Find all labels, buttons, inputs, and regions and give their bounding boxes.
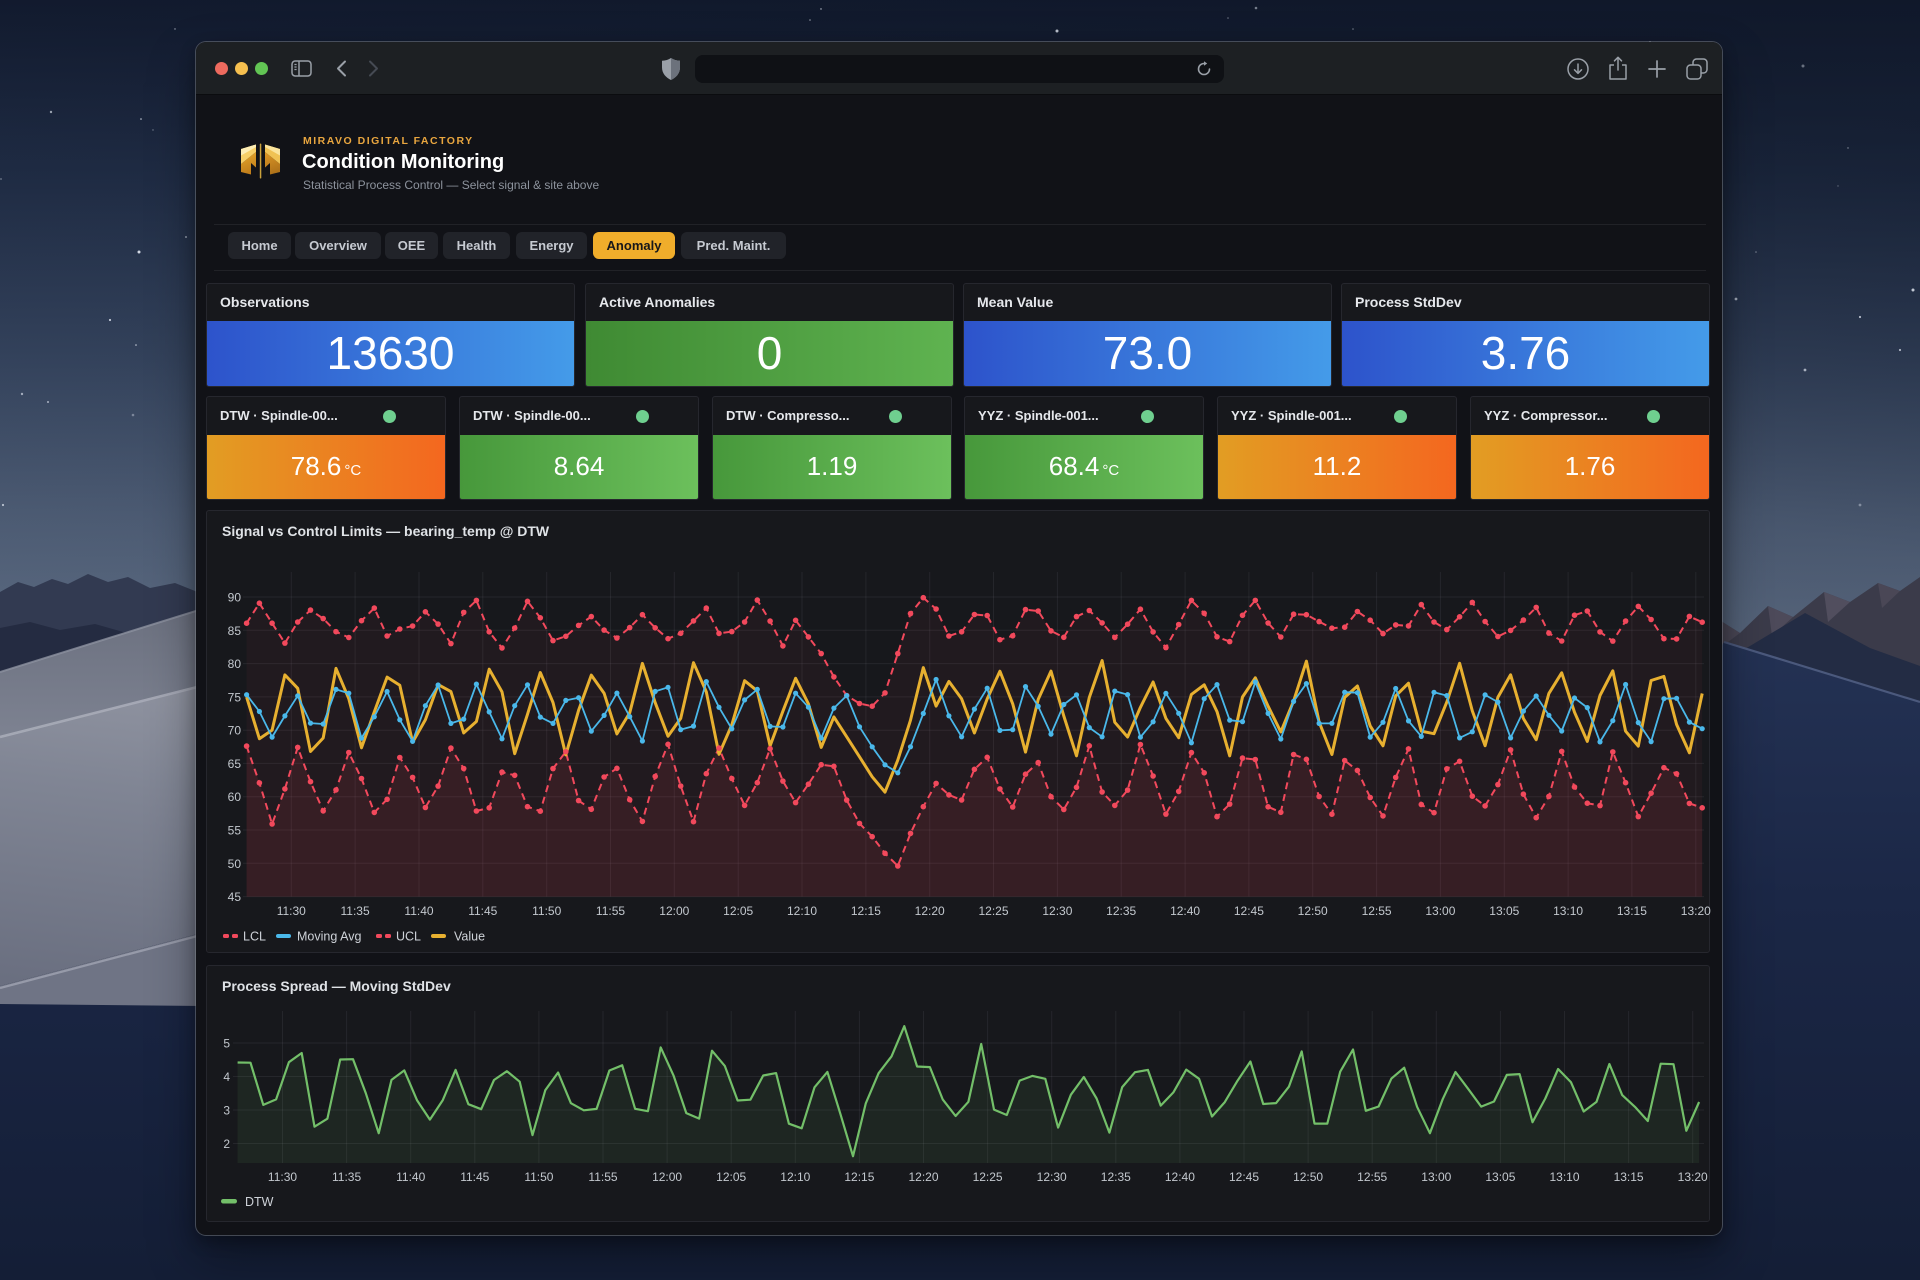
svg-text:12:40: 12:40 [1165, 1170, 1195, 1184]
svg-text:4: 4 [223, 1070, 230, 1084]
svg-text:13:15: 13:15 [1617, 904, 1647, 918]
svg-text:13:00: 13:00 [1421, 1170, 1451, 1184]
svg-text:12:10: 12:10 [780, 1170, 810, 1184]
svg-text:11:40: 11:40 [404, 904, 433, 918]
svg-text:11:55: 11:55 [596, 904, 625, 918]
svg-text:13:05: 13:05 [1489, 904, 1519, 918]
svg-text:12:15: 12:15 [844, 1170, 874, 1184]
svg-text:LCL: LCL [243, 930, 266, 944]
svg-text:11:50: 11:50 [532, 904, 561, 918]
svg-text:11:45: 11:45 [460, 1170, 489, 1184]
svg-text:12:15: 12:15 [851, 904, 881, 918]
svg-text:12:25: 12:25 [978, 904, 1008, 918]
svg-text:55: 55 [228, 824, 242, 838]
svg-text:11:30: 11:30 [277, 904, 306, 918]
svg-text:13:10: 13:10 [1553, 904, 1583, 918]
svg-text:13:10: 13:10 [1549, 1170, 1579, 1184]
svg-text:3: 3 [223, 1104, 230, 1118]
svg-text:DTW: DTW [245, 1195, 274, 1209]
svg-text:12:50: 12:50 [1298, 904, 1328, 918]
svg-text:12:40: 12:40 [1170, 904, 1200, 918]
svg-text:60: 60 [228, 790, 242, 804]
svg-text:45: 45 [228, 890, 242, 904]
svg-text:5: 5 [223, 1037, 230, 1051]
svg-text:12:00: 12:00 [652, 1170, 682, 1184]
svg-text:13:05: 13:05 [1485, 1170, 1515, 1184]
svg-text:11:50: 11:50 [524, 1170, 553, 1184]
svg-text:13:20: 13:20 [1681, 904, 1711, 918]
svg-text:12:35: 12:35 [1101, 1170, 1131, 1184]
svg-text:12:55: 12:55 [1362, 904, 1392, 918]
svg-text:12:05: 12:05 [723, 904, 753, 918]
svg-text:12:35: 12:35 [1106, 904, 1136, 918]
svg-text:12:45: 12:45 [1229, 1170, 1259, 1184]
svg-text:13:15: 13:15 [1614, 1170, 1644, 1184]
svg-text:12:10: 12:10 [787, 904, 817, 918]
svg-text:50: 50 [228, 857, 242, 871]
svg-text:2: 2 [223, 1137, 230, 1151]
svg-text:11:55: 11:55 [588, 1170, 617, 1184]
svg-text:12:20: 12:20 [908, 1170, 938, 1184]
svg-text:90: 90 [228, 591, 242, 605]
svg-text:11:45: 11:45 [468, 904, 497, 918]
svg-text:70: 70 [228, 724, 242, 738]
svg-text:12:00: 12:00 [659, 904, 689, 918]
svg-text:11:40: 11:40 [396, 1170, 425, 1184]
svg-text:12:50: 12:50 [1293, 1170, 1323, 1184]
svg-text:80: 80 [228, 657, 242, 671]
svg-text:Moving Avg: Moving Avg [297, 930, 361, 944]
svg-text:75: 75 [228, 690, 242, 704]
svg-text:12:25: 12:25 [973, 1170, 1003, 1184]
svg-text:12:45: 12:45 [1234, 904, 1264, 918]
svg-text:12:30: 12:30 [1037, 1170, 1067, 1184]
svg-text:65: 65 [228, 757, 242, 771]
svg-text:12:30: 12:30 [1042, 904, 1072, 918]
svg-text:UCL: UCL [396, 930, 421, 944]
svg-text:Value: Value [454, 930, 485, 944]
svg-text:11:35: 11:35 [341, 904, 370, 918]
svg-text:11:30: 11:30 [268, 1170, 297, 1184]
svg-text:12:05: 12:05 [716, 1170, 746, 1184]
svg-text:11:35: 11:35 [332, 1170, 361, 1184]
svg-text:12:55: 12:55 [1357, 1170, 1387, 1184]
svg-text:13:20: 13:20 [1678, 1170, 1708, 1184]
svg-text:85: 85 [228, 624, 242, 638]
svg-text:12:20: 12:20 [915, 904, 945, 918]
svg-text:13:00: 13:00 [1425, 904, 1455, 918]
